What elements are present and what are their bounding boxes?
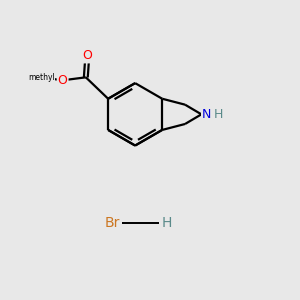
Text: N: N [202,108,211,121]
Text: Br: Br [105,216,120,230]
Text: O: O [58,74,68,87]
Text: H: H [214,108,223,121]
Text: methyl: methyl [28,73,55,82]
Text: H: H [162,216,172,230]
Text: O: O [82,50,92,62]
